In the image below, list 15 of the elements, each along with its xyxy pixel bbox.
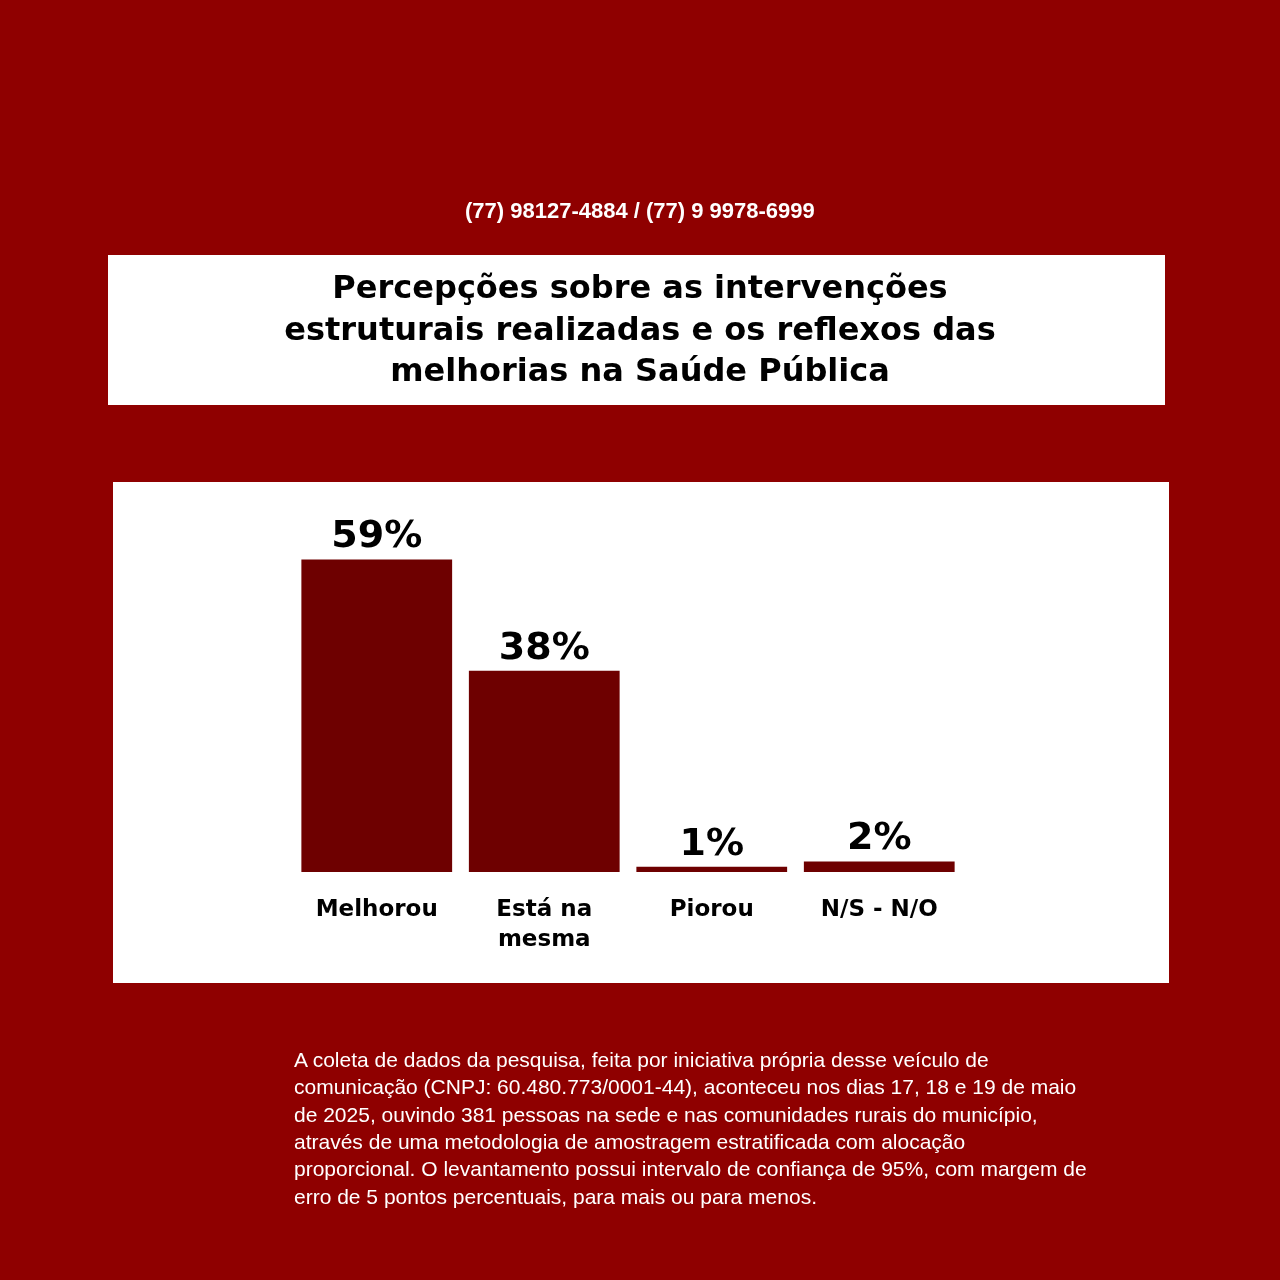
x-tick-label: N/S - N/O (820, 895, 938, 921)
data-label: 1% (679, 819, 745, 864)
chart-title: Percepções sobre as intervenções estruturais realizadas e os reflexos das melhorias na Saúde Pública (284, 268, 996, 390)
x-tick-label: Está na mesma (496, 895, 593, 951)
bar (468, 670, 620, 872)
bar (803, 861, 955, 872)
data-label: 2% (846, 814, 912, 859)
x-tick-label: Piorou (669, 895, 754, 921)
text: A coleta de dados da pesquisa, feita por iniciativa própria desse veículo de comunicação (CNPJ: 60.480.773/0001-44), aconteceu nos dias 17, 18 e 19 de maio de 2025, ouvindo 381 pessoas na sede e nas comunidades rurais do município, através de uma metodologia de amostragem estratificada com alocação proporcional. O levantamento possui intervalo de confiança de 95%, com margem de erro de 5 pontos percentuais, para mais ou para menos. (294, 1048, 1087, 1208)
x-tick-label: Melhorou (315, 895, 438, 921)
text: (77) 98127-4884 / (77) 9 9978-6999 (465, 198, 815, 223)
bar (301, 559, 453, 872)
bar (636, 866, 788, 872)
data-label: 38% (498, 623, 590, 668)
data-label: 59% (331, 512, 423, 557)
